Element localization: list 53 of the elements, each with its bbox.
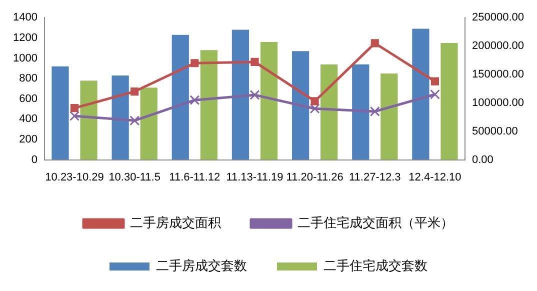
x-tick-label: 11.20-11.26 [286, 171, 344, 184]
point [130, 88, 139, 96]
bar [80, 80, 98, 160]
bar [380, 73, 398, 160]
x-tick-label: 11.13-11.19 [226, 171, 284, 184]
y-tick-label: 1200 [12, 32, 38, 44]
y2-tick-label: 50000.00 [472, 125, 518, 138]
bar [140, 88, 158, 160]
y-tick-label: 0 [31, 154, 38, 166]
bar [112, 75, 129, 160]
y2-tick-label: 0.00 [472, 154, 494, 166]
y-tick-label: 1000 [12, 52, 38, 64]
point [430, 89, 440, 100]
y2-tick-label: 100000.00 [472, 96, 524, 109]
point [190, 59, 199, 68]
bar [200, 50, 218, 160]
point [310, 104, 320, 114]
point [310, 97, 319, 106]
y-tick-label: 200 [19, 134, 38, 146]
y-tick-label: 600 [19, 92, 38, 105]
x-tick-label: 12.4-12.10 [408, 171, 462, 184]
legend-label: 二手房成交面积 [130, 214, 221, 231]
y2-tick-label: 150000.00 [472, 68, 524, 81]
bar [292, 51, 310, 160]
bar [260, 42, 278, 160]
point [250, 58, 259, 66]
bar [440, 42, 458, 160]
x-tick-label: 10.30-11.5 [108, 171, 160, 184]
point [190, 95, 200, 106]
point [70, 104, 79, 112]
bar [352, 64, 370, 160]
point [370, 106, 380, 116]
bar [172, 34, 189, 160]
y2-tick-label: 200000.00 [472, 40, 524, 52]
point [370, 39, 379, 48]
point [130, 116, 140, 126]
bar [52, 66, 69, 160]
bar [232, 30, 250, 160]
x-tick-label: 11.6-11.12 [169, 171, 220, 184]
y-tick-label: 800 [19, 72, 38, 85]
y-tick-label: 400 [19, 113, 38, 126]
x-tick-label: 11.27-12.3 [348, 171, 401, 184]
point [70, 111, 80, 121]
point [250, 90, 260, 100]
bar [320, 64, 338, 160]
y2-tick-label: 250000.00 [472, 12, 524, 24]
legend-label: 二手房成交套数 [156, 258, 247, 274]
y-tick-label: 1400 [12, 12, 38, 24]
point [430, 77, 439, 86]
legend-label: 二手住宅成交套数 [324, 258, 428, 274]
bar [412, 28, 430, 160]
x-tick-label: 10.23-10.29 [45, 171, 104, 184]
legend-label: 二手住宅成交面积（平米） [298, 214, 454, 231]
